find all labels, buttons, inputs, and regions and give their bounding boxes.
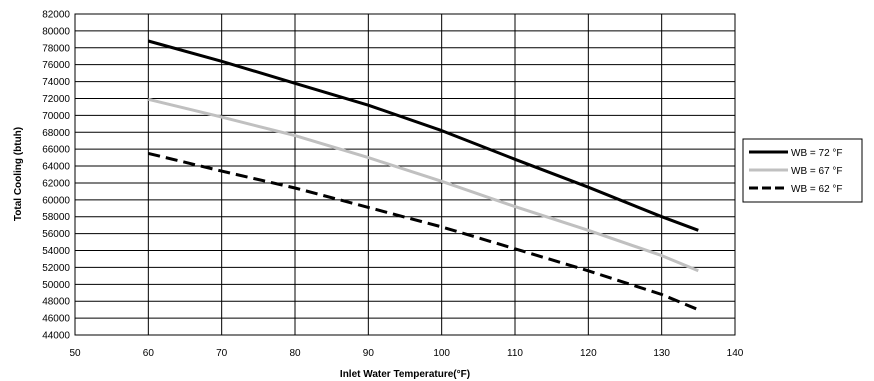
y-tick-label: 58000 [42, 212, 70, 223]
y-tick-label: 44000 [42, 331, 70, 342]
plot-frame [74, 13, 736, 336]
x-tick-label: 120 [580, 348, 597, 359]
y-tick-label: 48000 [42, 297, 70, 308]
x-tick-labels: 50 60 70 80 90 100 110 120 130 140 [69, 348, 743, 359]
y-tick-label: 56000 [42, 229, 70, 240]
y-tick-label: 80000 [42, 26, 70, 37]
series-line-2 [147, 97, 699, 273]
y-tick-label: 60000 [42, 195, 70, 206]
y-tick-labels: 44000 46000 48000 50000 52000 54000 56000 58000… [42, 10, 70, 342]
series-lines [147, 39, 699, 312]
y-tick-label: 52000 [42, 263, 70, 274]
y-tick-label: 66000 [42, 145, 70, 156]
x-tick-label: 50 [69, 348, 81, 359]
y-tick-label: 78000 [42, 43, 70, 54]
y-tick-label: 72000 [42, 94, 70, 105]
legend-label-wb72: WB = 72 °F [791, 148, 843, 159]
x-tick-label: 130 [653, 348, 670, 359]
y-tick-label: 74000 [42, 77, 70, 88]
y-tick-label: 64000 [42, 162, 70, 173]
x-tick-label: 110 [507, 348, 523, 359]
series-line-3 [147, 151, 699, 312]
x-tick-label: 90 [363, 348, 375, 359]
y-tick-label: 62000 [42, 178, 70, 189]
y-tick-label: 50000 [42, 280, 70, 291]
y-tick-label: 46000 [42, 314, 70, 325]
series-line-1 [147, 39, 699, 232]
x-tick-label: 140 [727, 348, 744, 359]
y-tick-label: 68000 [42, 128, 70, 139]
y-tick-label: 70000 [42, 111, 70, 122]
legend-label-wb62: WB = 62 °F [791, 184, 843, 195]
y-tick-label: 82000 [42, 10, 70, 21]
x-tick-label: 100 [433, 348, 450, 359]
x-tick-label: 60 [143, 348, 155, 359]
y-axis-title: Total Cooling (btuh) [13, 127, 24, 221]
x-tick-label: 80 [289, 348, 301, 359]
x-axis-title: Inlet Water Temperature(°F) [340, 369, 470, 380]
legend-label-wb67: WB = 67 °F [791, 166, 843, 177]
y-tick-label: 54000 [42, 246, 70, 257]
y-tick-label: 76000 [42, 60, 70, 71]
legend: WB = 72 °F WB = 67 °F WB = 62 °F [742, 138, 863, 203]
x-tick-label: 70 [216, 348, 228, 359]
